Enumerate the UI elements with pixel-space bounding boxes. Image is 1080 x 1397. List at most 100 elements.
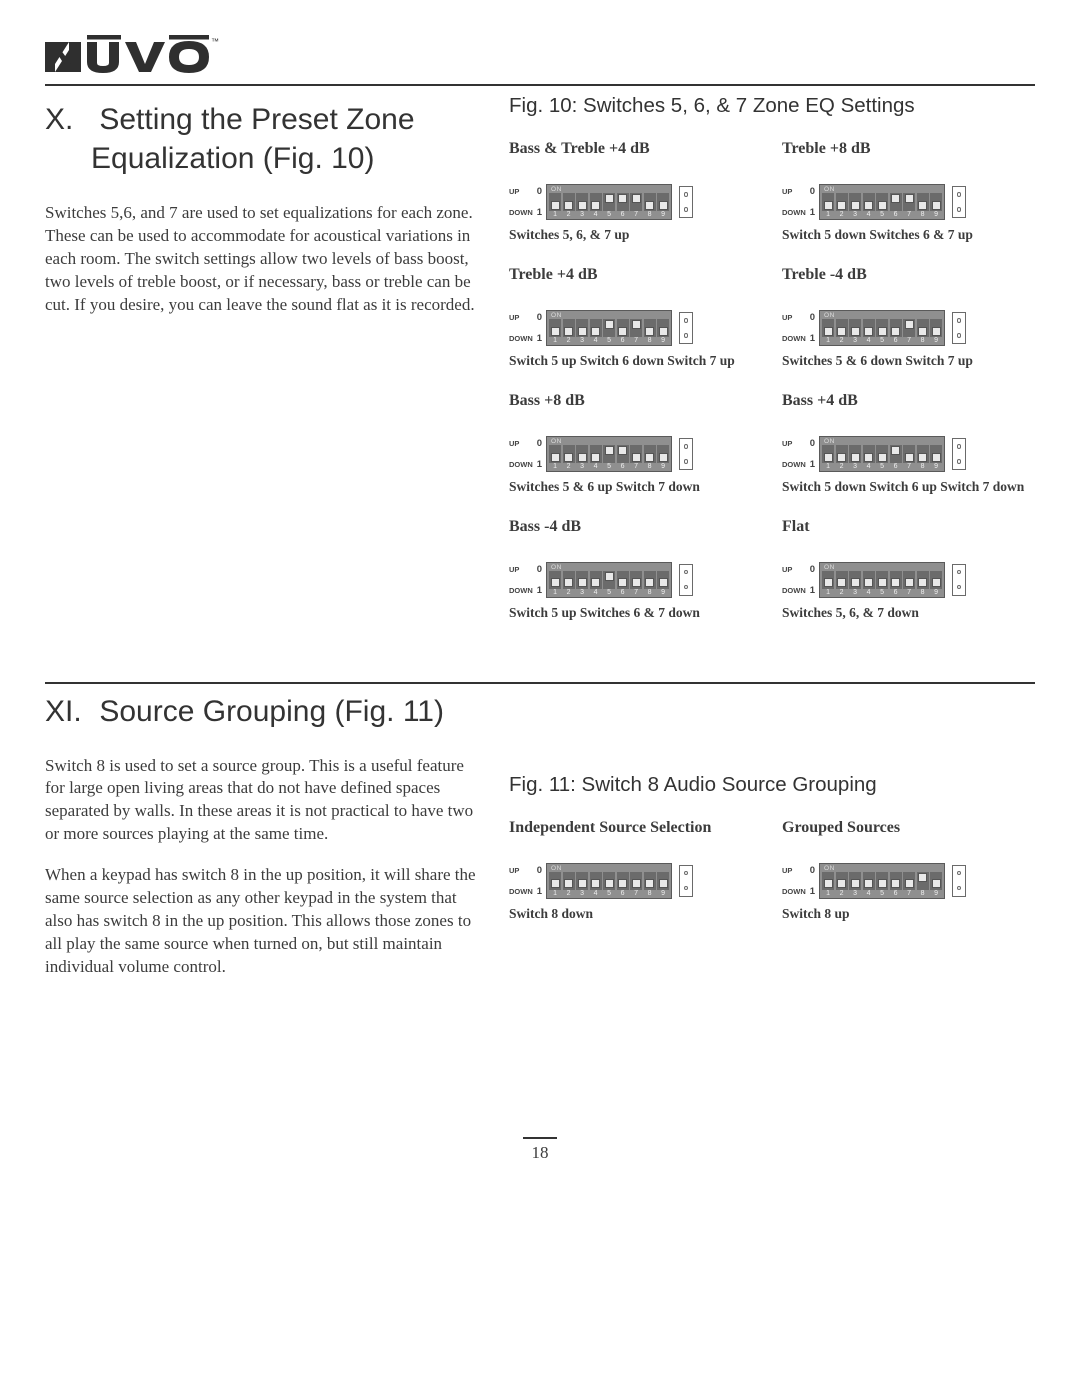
dip-switch bbox=[563, 571, 575, 589]
dip-caption: Switches 5 & 6 up Switch 7 down bbox=[509, 479, 762, 496]
dip-switch bbox=[576, 445, 588, 463]
dip-switch bbox=[890, 445, 902, 463]
dip-switch bbox=[644, 319, 656, 337]
dip-switch bbox=[576, 193, 588, 211]
dip-diagram: UPDOWN01ON123456789 bbox=[782, 310, 1035, 346]
dip-switch bbox=[563, 445, 575, 463]
dip-switch bbox=[903, 571, 915, 589]
dip-switch-block: Bass -4 dB UPDOWN01ON123456789 Switch 5 up… bbox=[509, 518, 762, 622]
dip-switch bbox=[822, 872, 834, 890]
dip-switch-block: Bass & Treble +4 dB UPDOWN01ON123456789 Sw… bbox=[509, 140, 762, 244]
dip-switch bbox=[917, 445, 929, 463]
dip-title: Flat bbox=[782, 518, 1035, 556]
dip-title: Bass -4 dB bbox=[509, 518, 762, 556]
dip-diagram: UPDOWN01ON123456789 bbox=[782, 436, 1035, 472]
dip-switch bbox=[590, 872, 602, 890]
dip-switch bbox=[549, 445, 561, 463]
dip-caption: Switch 5 down Switch 6 up Switch 7 down bbox=[782, 479, 1035, 496]
dip-switch-block: Treble -4 dB UPDOWN01ON123456789 Switches … bbox=[782, 266, 1035, 370]
dip-diagram: UPDOWN01ON123456789 bbox=[509, 184, 762, 220]
dip-switch bbox=[849, 872, 861, 890]
dip-switch bbox=[657, 193, 669, 211]
dip-switch bbox=[630, 193, 642, 211]
dip-switch bbox=[644, 571, 656, 589]
dip-caption: Switch 5 up Switches 6 & 7 down bbox=[509, 605, 762, 622]
dip-caption: Switches 5 & 6 down Switch 7 up bbox=[782, 353, 1035, 370]
section-x-columns: X. Setting the Preset Zone Equalization … bbox=[45, 94, 1035, 622]
dip-switch bbox=[890, 571, 902, 589]
dip-caption: Switch 5 down Switches 6 & 7 up bbox=[782, 227, 1035, 244]
dip-switch bbox=[603, 193, 615, 211]
dip-switch bbox=[630, 319, 642, 337]
jack-icon bbox=[952, 186, 966, 218]
dip-switch bbox=[930, 193, 942, 211]
dip-switch bbox=[903, 872, 915, 890]
dip-title: Treble -4 dB bbox=[782, 266, 1035, 304]
dip-title: Bass +4 dB bbox=[782, 392, 1035, 430]
section-x-body: Switches 5,6, and 7 are used to set equa… bbox=[45, 202, 485, 317]
dip-switch-block: Bass +8 dB UPDOWN01ON123456789 Switches 5 … bbox=[509, 392, 762, 496]
dip-switch bbox=[644, 872, 656, 890]
dip-switch bbox=[917, 872, 929, 890]
dip-diagram: UPDOWN01ON123456789 bbox=[782, 184, 1035, 220]
dip-switch bbox=[903, 319, 915, 337]
dip-switch bbox=[603, 571, 615, 589]
dip-switch bbox=[903, 445, 915, 463]
dip-switch bbox=[849, 445, 861, 463]
dip-diagram: UPDOWN01ON123456789 bbox=[509, 436, 762, 472]
fig11-grid: Independent Source SelectionUPDOWN01ON12… bbox=[509, 819, 1035, 923]
dip-switch bbox=[876, 445, 888, 463]
tm-mark: ™ bbox=[211, 37, 219, 46]
dip-switch bbox=[863, 319, 875, 337]
dip-switch bbox=[657, 571, 669, 589]
dip-switch bbox=[657, 872, 669, 890]
section-rule-2 bbox=[45, 682, 1035, 684]
dip-switch bbox=[590, 571, 602, 589]
section-xi-body-2: When a keypad has switch 8 in the up pos… bbox=[45, 864, 485, 979]
dip-switch bbox=[849, 193, 861, 211]
dip-caption: Switch 8 down bbox=[509, 906, 762, 923]
jack-icon bbox=[679, 438, 693, 470]
dip-switch bbox=[644, 193, 656, 211]
dip-switch bbox=[563, 319, 575, 337]
jack-icon bbox=[679, 865, 693, 897]
dip-diagram: UPDOWN01ON123456789 bbox=[509, 562, 762, 598]
dip-switch-block: Treble +8 dB UPDOWN01ON123456789 Switch 5 … bbox=[782, 140, 1035, 244]
dip-title: Bass +8 dB bbox=[509, 392, 762, 430]
dip-title: Bass & Treble +4 dB bbox=[509, 140, 762, 178]
dip-switch bbox=[890, 193, 902, 211]
dip-switch bbox=[563, 872, 575, 890]
dip-caption: Switch 5 up Switch 6 down Switch 7 up bbox=[509, 353, 762, 370]
dip-switch bbox=[876, 571, 888, 589]
dip-switch bbox=[617, 319, 629, 337]
dip-switch bbox=[603, 319, 615, 337]
section-xi-heading: XI. Source Grouping (Fig. 11) bbox=[45, 692, 1035, 731]
dip-switch bbox=[863, 872, 875, 890]
fig10-grid: Bass & Treble +4 dB UPDOWN01ON123456789 Sw… bbox=[509, 140, 1035, 622]
dip-switch bbox=[849, 571, 861, 589]
fig10-title: Fig. 10: Switches 5, 6, & 7 Zone EQ Sett… bbox=[509, 94, 1035, 118]
dip-switch bbox=[917, 193, 929, 211]
jack-icon bbox=[952, 564, 966, 596]
dip-switch bbox=[549, 872, 561, 890]
dip-switch bbox=[644, 445, 656, 463]
section-rule bbox=[45, 84, 1035, 86]
dip-switch-block: Grouped SourcesUPDOWN01ON123456789Switch… bbox=[782, 819, 1035, 923]
dip-switch bbox=[876, 319, 888, 337]
dip-switch-block: Bass +4 dB UPDOWN01ON123456789 Switch 5 do… bbox=[782, 392, 1035, 496]
dip-switch bbox=[617, 445, 629, 463]
dip-title: Treble +8 dB bbox=[782, 140, 1035, 178]
dip-switch bbox=[836, 872, 848, 890]
dip-switch-block: FlatUPDOWN01ON123456789Switches 5, 6, & … bbox=[782, 518, 1035, 622]
dip-switch bbox=[617, 571, 629, 589]
dip-switch bbox=[822, 319, 834, 337]
dip-diagram: UPDOWN01ON123456789 bbox=[782, 562, 1035, 598]
dip-switch bbox=[863, 571, 875, 589]
dip-switch-block: Independent Source SelectionUPDOWN01ON12… bbox=[509, 819, 762, 923]
dip-switch bbox=[890, 872, 902, 890]
dip-switch bbox=[876, 872, 888, 890]
dip-caption: Switches 5, 6, & 7 up bbox=[509, 227, 762, 244]
dip-switch bbox=[590, 193, 602, 211]
section-x-heading: X. Setting the Preset Zone Equalization … bbox=[45, 100, 485, 178]
dip-diagram: UPDOWN01ON123456789 bbox=[509, 863, 762, 899]
